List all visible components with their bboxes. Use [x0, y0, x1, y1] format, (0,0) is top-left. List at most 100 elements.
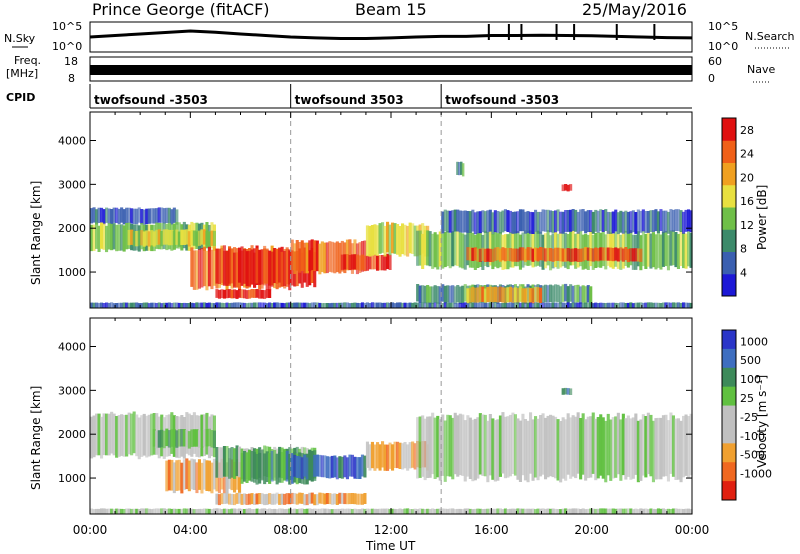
heat-cell — [624, 247, 628, 261]
heat-cell — [328, 241, 332, 272]
heat-cell — [511, 248, 515, 262]
heat-cell — [518, 302, 522, 309]
heat-cell — [496, 211, 500, 233]
heat-cell — [571, 209, 575, 231]
heat-cell — [363, 493, 367, 504]
heat-cell — [518, 508, 522, 514]
heat-cell — [559, 509, 563, 515]
heat-cell — [621, 508, 625, 514]
heat-cell — [391, 444, 395, 471]
heat-cell — [340, 508, 344, 514]
heat-cell — [443, 302, 447, 308]
heat-cell — [581, 209, 585, 231]
heat-cell — [599, 414, 603, 476]
heat-cell — [566, 413, 570, 475]
heat-cell — [571, 508, 575, 514]
y-tick-label: 2000 — [58, 428, 86, 441]
heat-cell — [431, 508, 435, 514]
heat-cell — [646, 302, 650, 308]
heat-cell — [679, 230, 683, 266]
heat-cell — [235, 290, 239, 299]
heat-cell — [235, 302, 239, 308]
heat-cell — [416, 284, 420, 302]
heat-cell — [391, 222, 395, 254]
heat-cell — [641, 508, 645, 515]
heat-cell — [197, 459, 201, 490]
heat-cell — [634, 212, 638, 234]
heat-cell — [230, 302, 234, 309]
heat-cell — [423, 230, 427, 266]
heat-cell — [122, 415, 126, 457]
heat-cell — [626, 302, 630, 309]
heat-cell — [215, 508, 219, 514]
heat-cell — [120, 224, 124, 251]
heat-cell — [666, 302, 670, 308]
heat-cell — [162, 430, 166, 449]
heat-cell — [473, 287, 477, 304]
heat-cell — [679, 210, 683, 232]
heat-cell — [170, 229, 174, 246]
velocity-axes: 1000 2000 3000 4000 00:00 04:00 08:00 12:00 16:0… — [58, 318, 709, 537]
heat-cell — [283, 250, 287, 286]
heat-cell — [674, 508, 678, 514]
heat-cell — [197, 508, 201, 515]
heat-cell — [468, 288, 472, 304]
heat-cell — [656, 508, 660, 514]
heat-cell — [486, 420, 490, 483]
heat-cell — [604, 508, 608, 514]
heat-cell — [130, 413, 134, 456]
heat-cell — [566, 508, 570, 515]
heat-cell — [125, 223, 129, 250]
heat-cell — [416, 230, 420, 266]
heat-cell — [122, 209, 126, 225]
heat-cell — [142, 231, 146, 247]
heat-cell — [318, 508, 322, 515]
heat-cell — [689, 232, 693, 268]
heat-cell — [137, 230, 141, 246]
heat-cell — [478, 302, 482, 308]
heat-cell — [295, 509, 299, 515]
heat-cell — [446, 210, 450, 233]
heat-cell — [508, 302, 512, 308]
heat-cell — [152, 208, 156, 224]
heat-cell — [175, 229, 179, 245]
heat-cell — [476, 287, 480, 303]
heat-cell — [243, 493, 247, 505]
heat-cell — [200, 508, 204, 515]
heat-cell — [318, 454, 322, 477]
heat-cell — [566, 388, 570, 395]
heat-cell — [210, 230, 214, 246]
heat-cell — [238, 492, 242, 504]
heat-cell — [521, 508, 525, 514]
heat-cell — [381, 441, 385, 468]
heat-cell — [456, 161, 459, 175]
heat-cell — [574, 209, 578, 232]
heat-cell — [233, 448, 237, 479]
heat-cell — [664, 302, 668, 308]
heat-cell — [145, 230, 149, 246]
heat-cell — [112, 413, 116, 456]
heat-cell — [639, 210, 643, 233]
heat-cell — [105, 207, 109, 223]
heat-cell — [441, 414, 445, 476]
heat-cell — [636, 209, 640, 232]
heat-cell — [140, 508, 144, 514]
heat-cell — [644, 211, 648, 233]
heat-cell — [275, 302, 279, 308]
heat-cell — [523, 288, 527, 304]
heat-cell — [195, 509, 199, 515]
colorbar-frame — [721, 329, 737, 501]
heat-cell — [285, 249, 289, 285]
heat-cell — [416, 417, 420, 479]
heat-cell — [190, 429, 194, 447]
heat-cell — [674, 418, 678, 480]
heat-cell — [478, 211, 482, 234]
heat-cell — [190, 230, 194, 246]
heat-cell — [629, 508, 633, 514]
heat-cell — [468, 417, 472, 479]
heat-cell — [418, 285, 422, 303]
heat-cell — [458, 232, 462, 268]
heat-cell — [513, 211, 517, 234]
heat-cell — [589, 508, 593, 514]
heat-cell — [105, 225, 109, 253]
